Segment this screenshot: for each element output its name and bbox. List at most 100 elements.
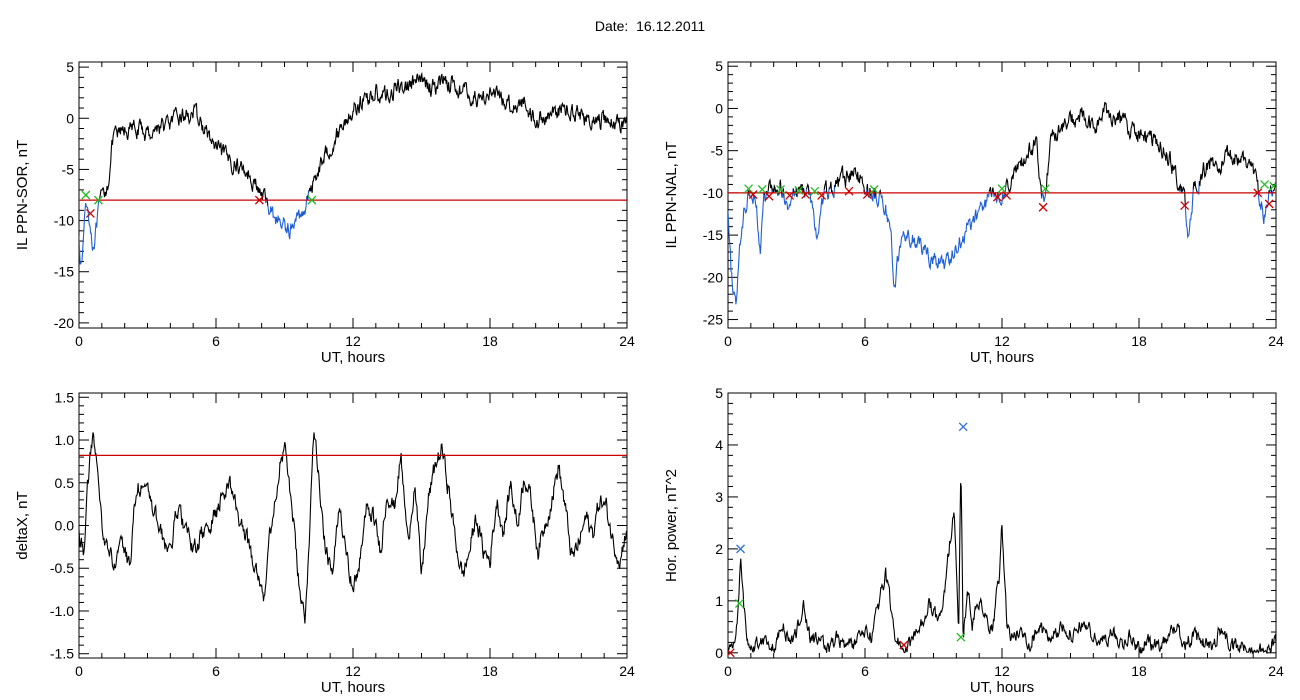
- event-marker: [956, 632, 966, 642]
- series-line: [1198, 144, 1259, 194]
- event-marker: [862, 190, 872, 200]
- event-marker: [748, 190, 758, 200]
- y-tick-label: 1: [715, 593, 723, 609]
- event-marker: [1040, 184, 1050, 194]
- event-marker: [1264, 199, 1274, 209]
- x-tick-label: 24: [619, 663, 635, 679]
- event-marker: [776, 185, 785, 194]
- y-tick-label: 0.0: [55, 518, 75, 534]
- event-marker: [307, 195, 317, 205]
- series-line-below-threshold: [763, 191, 767, 202]
- y-tick-label: -5: [711, 143, 724, 159]
- series-line-below-threshold: [749, 192, 765, 255]
- plot-area: [728, 101, 1276, 305]
- x-tick-label: 12: [345, 663, 361, 679]
- x-tick-label: 6: [861, 663, 869, 679]
- series-line-below-threshold: [79, 196, 101, 265]
- series-line-below-threshold: [267, 196, 308, 240]
- x-tick-label: 6: [212, 663, 220, 679]
- x-axis-label: UT, hours: [321, 679, 385, 696]
- series-line: [266, 197, 269, 206]
- series-line: [834, 165, 866, 195]
- y-tick-label: 5: [715, 58, 723, 74]
- series-line: [828, 181, 834, 195]
- x-tick-label: 6: [861, 333, 869, 349]
- series-line: [805, 182, 810, 196]
- y-tick-label: -20: [703, 269, 723, 285]
- event-marker: [85, 208, 95, 218]
- x-tick-label: 12: [345, 333, 361, 349]
- x-axis-label: UT, hours: [321, 349, 385, 366]
- series-line: [1182, 186, 1186, 207]
- event-marker: [736, 544, 746, 554]
- event-marker: [810, 186, 820, 196]
- series-line: [866, 183, 869, 196]
- event-marker: [958, 422, 968, 432]
- event-marker: [817, 190, 827, 200]
- x-tick-label: 6: [212, 333, 220, 349]
- series-line: [782, 188, 785, 198]
- y-tick-label: 5: [715, 385, 723, 401]
- series-line: [728, 483, 1276, 655]
- y-axis-label: IL PPN-SOR, nT: [14, 140, 31, 250]
- series-line-below-threshold: [728, 190, 749, 305]
- event-marker: [785, 190, 795, 200]
- event-marker: [728, 648, 735, 658]
- event-marker: [1180, 201, 1190, 211]
- y-tick-label: 2: [715, 541, 723, 557]
- y-tick-label: 0.5: [55, 475, 75, 491]
- series-line-below-threshold: [307, 190, 310, 201]
- series-line: [988, 186, 993, 198]
- event-marker: [801, 190, 811, 200]
- chart-panel-3: 0 6 12 18 24 1.5 1.0 0.5 0.0 -0.5 -1.0 -1.5 UT, hour…: [14, 389, 635, 696]
- y-tick-label: 1.5: [55, 389, 75, 405]
- series-line-below-threshold: [880, 191, 990, 289]
- event-marker: [1002, 190, 1012, 200]
- y-tick-label: 3: [715, 489, 723, 505]
- x-tick-label: 24: [1268, 663, 1284, 679]
- plot-area: [728, 422, 1276, 658]
- event-marker: [81, 190, 91, 200]
- x-tick-label: 18: [1131, 333, 1147, 349]
- x-tick-label: 12: [994, 663, 1010, 679]
- event-marker: [1260, 179, 1270, 189]
- x-tick-label: 24: [1268, 333, 1284, 349]
- series-line-below-threshold: [1257, 192, 1270, 224]
- date-label: Date:: [594, 18, 629, 34]
- series-line: [767, 178, 773, 194]
- y-tick-label: -10: [54, 213, 74, 229]
- event-marker: [997, 184, 1007, 194]
- event-marker: [899, 640, 909, 650]
- y-tick-label: -20: [54, 315, 74, 331]
- series-line-below-threshold: [832, 185, 836, 199]
- event-marker: [869, 185, 879, 194]
- x-tick-label: 12: [994, 333, 1010, 349]
- series-line: [1005, 135, 1043, 199]
- x-tick-label: 0: [724, 663, 732, 679]
- y-axis-label: Hor. power, nT^2: [663, 469, 680, 582]
- event-marker: [844, 186, 854, 196]
- y-tick-label: 0: [715, 645, 723, 661]
- series-line-below-threshold: [997, 186, 1007, 206]
- series-line: [99, 102, 267, 203]
- x-tick-label: 0: [75, 663, 83, 679]
- event-marker: [734, 598, 744, 608]
- x-tick-label: 18: [482, 663, 498, 679]
- y-tick-label: 0: [715, 100, 723, 116]
- y-tick-label: -15: [54, 264, 74, 280]
- series-line: [308, 71, 627, 193]
- event-marker: [1253, 188, 1263, 198]
- x-tick-label: 24: [619, 333, 635, 349]
- series-line: [79, 432, 627, 624]
- event-marker: [757, 185, 767, 194]
- series-line-below-threshold: [1197, 181, 1200, 196]
- x-axis-label: UT, hours: [970, 679, 1034, 696]
- series-line-below-threshold: [1271, 191, 1274, 197]
- y-axis-label: IL PPN-NAL, nT: [663, 142, 680, 249]
- plot-area: [79, 432, 627, 624]
- y-tick-label: -1.0: [50, 603, 74, 619]
- event-marker: [992, 192, 1002, 202]
- y-tick-label: 1.0: [55, 432, 75, 448]
- plot-frame: [78, 61, 628, 329]
